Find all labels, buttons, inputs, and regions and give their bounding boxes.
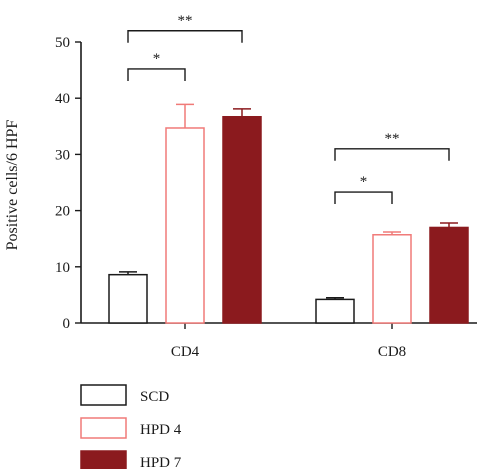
legend-swatch xyxy=(80,450,127,469)
bar xyxy=(372,234,412,324)
legend: SCD HPD 4 HPD 7 xyxy=(80,384,182,469)
x-tick-label: CD4 xyxy=(171,344,200,360)
significance-annotations: ****** xyxy=(127,13,450,205)
significance-bracket xyxy=(127,30,243,43)
y-tick-label: 40 xyxy=(55,91,70,107)
significance-bracket xyxy=(334,191,393,205)
y-tick-label: 30 xyxy=(55,147,70,163)
x-tick-label: CD8 xyxy=(378,344,406,360)
significance-label: * xyxy=(360,174,368,190)
bar xyxy=(108,273,148,324)
legend-swatch xyxy=(80,384,127,406)
y-tick-label: 50 xyxy=(55,35,70,51)
significance-bracket xyxy=(127,68,186,81)
bar xyxy=(165,127,205,324)
y-tick-label: 0 xyxy=(63,316,71,332)
legend-label: SCD xyxy=(140,389,169,405)
significance-label: ** xyxy=(385,131,400,147)
bar xyxy=(315,298,355,324)
significance-label: * xyxy=(153,51,161,67)
bar xyxy=(429,226,469,324)
y-tick-label: 20 xyxy=(55,204,70,220)
bar xyxy=(222,115,262,324)
bars xyxy=(108,103,469,324)
legend-label: HPD 7 xyxy=(140,455,182,469)
y-tick-label: 10 xyxy=(55,260,70,276)
significance-bracket xyxy=(334,148,450,161)
y-axis-title: Positive cells/6 HPF xyxy=(4,120,21,251)
legend-swatch xyxy=(80,417,127,439)
legend-label: HPD 4 xyxy=(140,422,182,438)
significance-label: ** xyxy=(178,13,193,29)
